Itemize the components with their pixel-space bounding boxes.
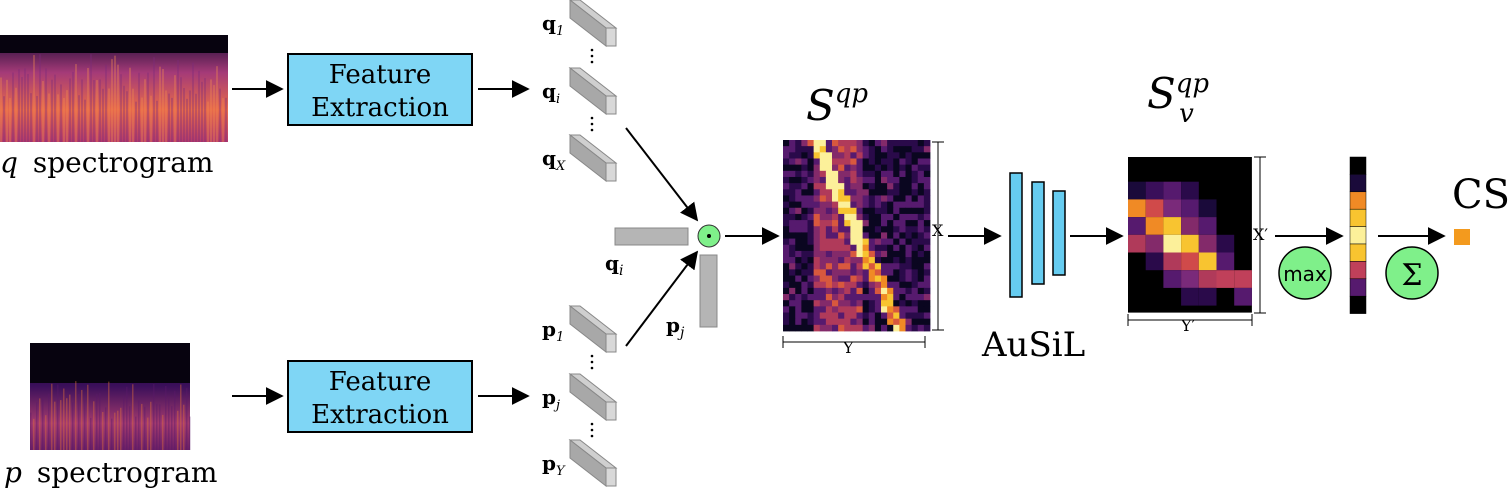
dim-x-label: X bbox=[932, 221, 944, 240]
p-spectrogram-label: p spectrogram bbox=[4, 456, 217, 489]
arrow-p-to-dot bbox=[625, 250, 699, 347]
vector-label: pY bbox=[542, 451, 566, 479]
pj-vector-bar bbox=[699, 254, 718, 328]
video-similarity-matrix bbox=[1128, 157, 1252, 313]
output-label: CS bbox=[1452, 172, 1510, 218]
sum-op-label: Σ bbox=[1401, 258, 1422, 293]
qi-vector-bar bbox=[614, 227, 689, 246]
dim-y-prime-label: Y′ bbox=[1180, 316, 1196, 335]
vector-label: qX bbox=[542, 146, 566, 174]
vector-label: pj bbox=[542, 385, 560, 413]
p-spectrogram bbox=[30, 343, 191, 450]
output-square bbox=[1454, 229, 1470, 245]
q-spectrogram-label: q spectrogram bbox=[0, 146, 213, 179]
video-similarity-title: Sqp v bbox=[1147, 69, 1209, 129]
q-vectors: q1 qi qX bbox=[542, 0, 618, 183]
feature-extraction-box-q: Feature Extraction bbox=[287, 53, 473, 126]
ausil-label: AuSiL bbox=[981, 325, 1085, 365]
max-op-node bbox=[1278, 246, 1332, 300]
max-op-label: max bbox=[1283, 262, 1327, 286]
pj-label: pj bbox=[666, 313, 685, 341]
dim-y-label: Y bbox=[842, 338, 854, 357]
qi-label: qi bbox=[605, 251, 623, 279]
arrow-q-to-dot bbox=[625, 127, 699, 222]
similarity-matrix bbox=[783, 140, 931, 332]
vector-label: p1 bbox=[542, 317, 564, 345]
sum-op-node bbox=[1385, 246, 1439, 300]
ausil-network bbox=[1009, 172, 1066, 298]
q-spectrogram bbox=[0, 35, 228, 143]
dim-x-prime-label: X′ bbox=[1253, 225, 1268, 244]
vector-label: q1 bbox=[542, 11, 564, 39]
similarity-matrix-title: Sqp bbox=[806, 79, 868, 130]
feature-extraction-box-p: Feature Extraction bbox=[287, 360, 473, 433]
fe-p-line1: Feature bbox=[329, 367, 432, 397]
fe-q-line2: Extraction bbox=[311, 93, 449, 123]
max-vector bbox=[1349, 156, 1367, 314]
vector-label: qi bbox=[542, 79, 560, 107]
dot-product-operator bbox=[707, 234, 711, 238]
fe-q-line1: Feature bbox=[329, 60, 432, 90]
p-vectors: p1 pj pY bbox=[542, 304, 618, 488]
fe-p-line2: Extraction bbox=[311, 400, 449, 430]
